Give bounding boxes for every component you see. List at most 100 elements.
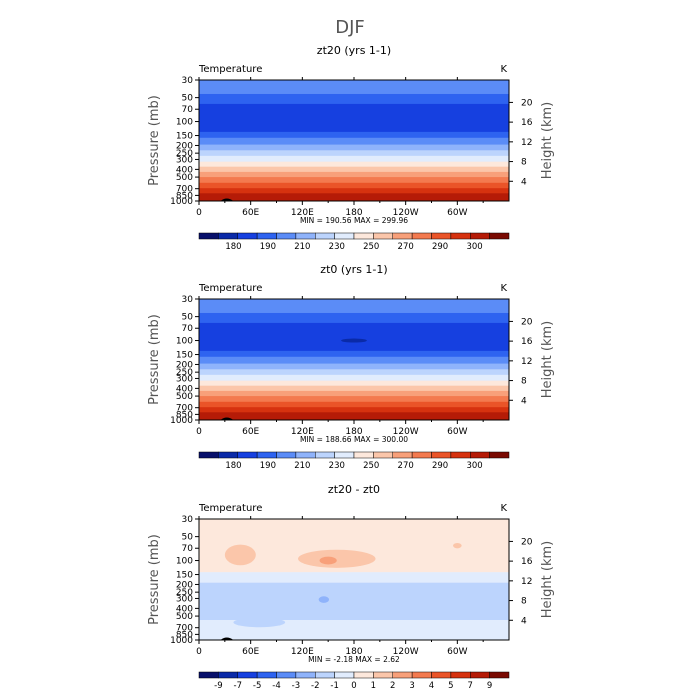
colorbar-swatch	[353, 671, 374, 679]
y-tick-label: 300	[176, 374, 193, 384]
units-label: K	[500, 503, 507, 514]
height-tick-label: 16	[521, 337, 533, 347]
contour-feature	[319, 556, 337, 565]
colorbar-swatch	[256, 671, 277, 679]
height-tick-label: 20	[521, 537, 533, 547]
colorbar-swatch	[450, 232, 471, 240]
colorbar-swatch	[353, 232, 374, 240]
colorbar-label: 230	[329, 461, 345, 471]
colorbar-swatch	[353, 451, 374, 459]
colorbar-label: 2	[390, 681, 395, 691]
colorbar-swatch	[373, 451, 393, 459]
colorbar-swatch	[450, 451, 471, 459]
x-tick-label: 120W	[393, 208, 419, 218]
y-axis-label: Pressure (mb)	[147, 534, 162, 625]
y-tick-label: 30	[182, 295, 194, 305]
x-tick-label: 120W	[393, 647, 419, 657]
contour-feature	[453, 543, 462, 549]
contour-band	[199, 166, 509, 173]
colorbar-label: 210	[294, 461, 310, 471]
contour-band	[199, 350, 509, 358]
colorbar-swatch	[450, 671, 471, 679]
colorbar-swatch	[411, 232, 432, 240]
colorbar-swatch	[470, 232, 490, 240]
colorbar-swatch	[295, 671, 316, 679]
min-max-stats: MIN = 190.56 MAX = 299.96	[300, 216, 408, 225]
colorbar-label: 300	[466, 461, 482, 471]
colorbar-swatch	[392, 671, 413, 679]
colorbar-swatch	[237, 451, 258, 459]
colorbar-swatch	[295, 451, 316, 459]
colorbar-swatch	[256, 232, 277, 240]
colorbar-label: 270	[398, 461, 414, 471]
colorbar-swatch	[276, 451, 297, 459]
colorbar-label: 5	[448, 681, 453, 691]
contour-band	[199, 312, 509, 324]
y-tick-label: 150	[176, 571, 193, 581]
contour-band	[199, 322, 509, 352]
height-tick-label: 12	[521, 138, 532, 148]
y-tick-label: 30	[182, 76, 194, 86]
colorbar-swatch	[411, 451, 432, 459]
colorbar-swatch	[315, 451, 335, 459]
y-tick-label: 100	[176, 118, 193, 128]
x-tick-label: 60E	[242, 427, 259, 437]
colorbar-label: -9	[214, 681, 222, 691]
topography-mask	[220, 198, 234, 201]
y-tick-label: 850	[176, 410, 193, 420]
x-tick-label: 60W	[447, 208, 467, 218]
colorbar-label: 300	[466, 242, 482, 252]
contour-band	[199, 380, 509, 387]
y-tick-label: 700	[176, 404, 193, 414]
contour-band	[199, 582, 509, 621]
contour-feature	[341, 338, 367, 343]
contour-band	[199, 374, 509, 382]
x-tick-label: 120W	[393, 427, 419, 437]
colorbar-label: 9	[487, 681, 492, 691]
contour-band	[199, 412, 509, 420]
colorbar-label: 7	[468, 681, 473, 691]
plot-area	[199, 299, 509, 420]
chart-panel-2: zt0 (yrs 1-1)Temperature K305070100150200…	[147, 263, 555, 471]
colorbar-swatch	[315, 671, 335, 679]
colorbar-swatch	[431, 671, 452, 679]
height-tick-label: 4	[521, 177, 527, 187]
contour-band	[199, 188, 509, 194]
colorbar-swatch	[431, 451, 452, 459]
colorbar-swatch	[334, 451, 355, 459]
y-axis-label: Pressure (mb)	[147, 95, 162, 186]
y-tick-label: 250	[176, 149, 193, 159]
variable-label: Temperature	[198, 64, 262, 75]
y-tick-label: 300	[176, 594, 193, 604]
contour-band	[199, 131, 509, 139]
colorbar-swatch	[218, 671, 238, 679]
colorbar-swatch	[198, 232, 219, 240]
colorbar-label: -2	[311, 681, 319, 691]
chart-title: zt0 (yrs 1-1)	[320, 263, 387, 276]
y-tick-label: 850	[176, 630, 193, 640]
x-tick-label: 120E	[291, 427, 314, 437]
colorbar-label: 0	[351, 681, 356, 691]
panels: zt20 (yrs 1-1)Temperature K30507010015020…	[147, 44, 555, 691]
height-tick-label: 12	[521, 577, 532, 587]
contour-band	[199, 369, 509, 376]
colorbar-swatch	[198, 671, 219, 679]
x-tick-label: 120E	[291, 647, 314, 657]
plot-area	[199, 80, 509, 201]
contour-feature	[318, 596, 330, 603]
contour-band	[199, 177, 509, 184]
height-axis-label: Height (km)	[540, 541, 555, 618]
y-tick-label: 50	[182, 533, 194, 543]
colorbar-swatch	[489, 671, 510, 679]
y-tick-label: 100	[176, 557, 193, 567]
topography-mask	[220, 417, 234, 420]
y-tick-label: 300	[176, 155, 193, 165]
colorbar-swatch	[489, 451, 510, 459]
height-tick-label: 12	[521, 357, 532, 367]
contour-band	[199, 171, 509, 178]
colorbar-swatch	[198, 451, 219, 459]
y-tick-label: 400	[176, 165, 193, 175]
height-axis-label: Height (km)	[540, 321, 555, 398]
colorbar-label: 1	[371, 681, 376, 691]
colorbar-swatch	[218, 232, 238, 240]
